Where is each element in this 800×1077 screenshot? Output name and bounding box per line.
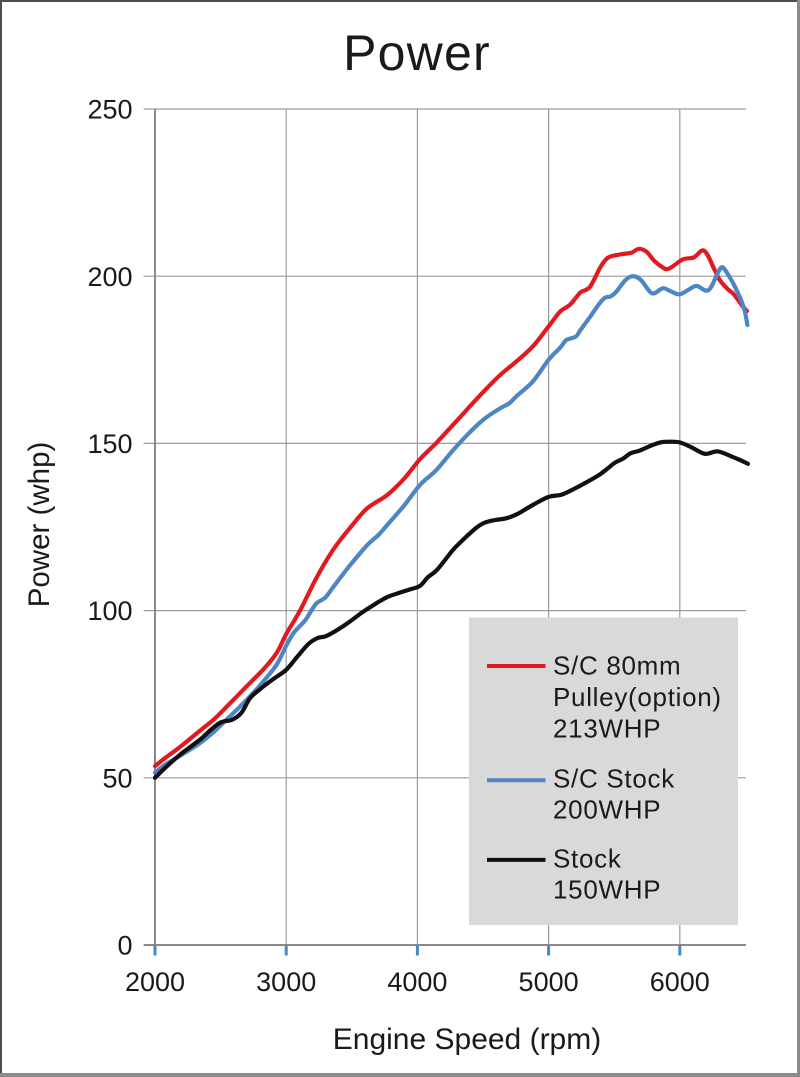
svg-text:Stock: Stock bbox=[553, 843, 622, 873]
svg-text:250: 250 bbox=[87, 95, 132, 125]
svg-text:0: 0 bbox=[117, 931, 132, 961]
svg-text:Power (whp): Power (whp) bbox=[23, 442, 56, 608]
svg-text:2000: 2000 bbox=[125, 967, 185, 997]
svg-text:6000: 6000 bbox=[650, 967, 710, 997]
svg-text:Engine Speed (rpm): Engine Speed (rpm) bbox=[333, 1023, 601, 1056]
svg-text:S/C 80mm: S/C 80mm bbox=[553, 650, 681, 680]
svg-text:150: 150 bbox=[87, 429, 132, 459]
svg-text:Power: Power bbox=[343, 25, 491, 81]
svg-text:S/C Stock: S/C Stock bbox=[553, 764, 675, 794]
svg-text:3000: 3000 bbox=[256, 967, 316, 997]
svg-text:200WHP: 200WHP bbox=[553, 795, 661, 825]
svg-text:5000: 5000 bbox=[519, 967, 579, 997]
svg-text:150WHP: 150WHP bbox=[553, 874, 661, 904]
svg-text:213WHP: 213WHP bbox=[553, 713, 661, 743]
svg-text:200: 200 bbox=[87, 262, 132, 292]
svg-text:4000: 4000 bbox=[387, 967, 447, 997]
svg-text:100: 100 bbox=[87, 596, 132, 626]
svg-text:Pulley(option): Pulley(option) bbox=[553, 682, 722, 712]
svg-text:50: 50 bbox=[102, 763, 132, 793]
